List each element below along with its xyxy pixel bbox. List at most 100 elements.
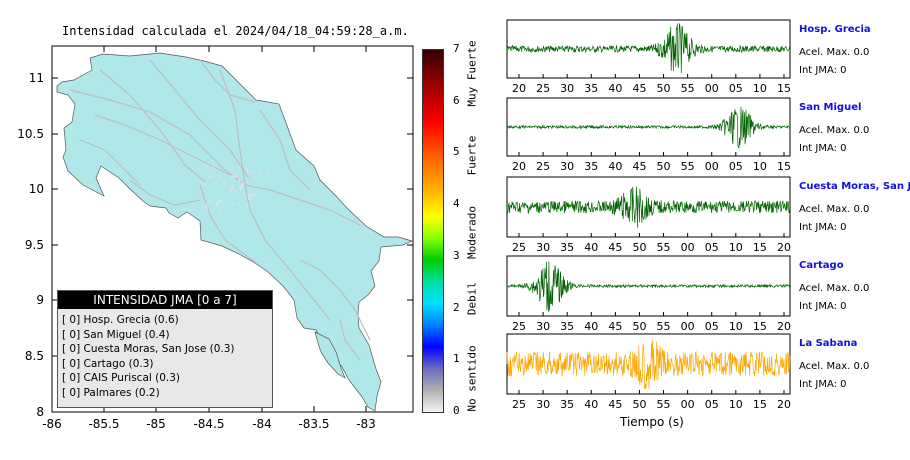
seismogram-tick-label: 45 xyxy=(608,398,622,411)
seismogram-trace xyxy=(506,261,791,312)
seismogram-tick-label: 55 xyxy=(657,398,671,411)
seismogram-tick-label: 00 xyxy=(681,320,695,333)
seismogram-tick-label: 05 xyxy=(729,82,743,95)
colorbar-tick-label: 4 xyxy=(453,197,460,211)
seismogram-tick-label: 05 xyxy=(705,320,719,333)
colorbar-tick-label: 2 xyxy=(453,300,460,314)
seismogram-tick-label: 30 xyxy=(536,320,550,333)
station-int-jma: Int JMA: 0 xyxy=(799,65,847,76)
seismogram-tick-label: 55 xyxy=(681,82,695,95)
station-name: San Miguel xyxy=(799,102,862,113)
seismogram-tick-label: 00 xyxy=(705,160,719,173)
seismogram-tick-label: 15 xyxy=(753,320,767,333)
legend-items: [ 0] Hosp. Grecia (0.6) [ 0] San Miguel (… xyxy=(58,309,272,400)
seismogram-tick-label: 00 xyxy=(705,82,719,95)
seismogram-tick-label: 40 xyxy=(608,82,622,95)
seismogram-tick-label: 05 xyxy=(729,160,743,173)
seismogram-tick-label: 10 xyxy=(753,82,767,95)
seismogram-frame xyxy=(506,97,791,157)
station-name: Cuesta Moras, San Jose xyxy=(799,181,910,192)
map-axes: -86 -85.5 -85 -84.5 -84 -83.5 -83 11 10.5 10 9.5 9 8… xyxy=(17,46,413,431)
legend-item: [ 0] Cuesta Moras, San Jose (0.3) xyxy=(62,343,235,355)
map-x-tick-label: -85 xyxy=(146,417,166,431)
seismogram-tick-label: 55 xyxy=(681,160,695,173)
seismogram-tick-label: 25 xyxy=(536,82,550,95)
station-acel-max: Acel. Max. 0.0 xyxy=(799,47,870,58)
seismogram-tick-label: 50 xyxy=(632,241,646,254)
seismogram-tick-label: 35 xyxy=(584,82,598,95)
seismogram-tick-label: 10 xyxy=(729,320,743,333)
costa-rica-land xyxy=(56,52,414,412)
seismogram-tick-label: 15 xyxy=(753,398,767,411)
seismogram-tick-label: 50 xyxy=(632,398,646,411)
seismogram-tick-label: 45 xyxy=(632,160,646,173)
seismogram-tick-label: 45 xyxy=(608,241,622,254)
colorbar-tick-label: 3 xyxy=(453,248,460,262)
map-x-tick-label: -85.5 xyxy=(88,417,119,431)
intensity-colorbar xyxy=(422,49,444,413)
seismogram-tick-label: 55 xyxy=(657,241,671,254)
seismogram-tick-label: 40 xyxy=(608,160,622,173)
road-network xyxy=(69,59,371,361)
colorbar-tick-label: 7 xyxy=(453,42,460,55)
map-x-tick-label: -86 xyxy=(42,417,62,431)
colorbar-tick-label: 5 xyxy=(453,145,460,159)
seismogram-tick-label: 25 xyxy=(512,241,526,254)
station-int-jma: Int JMA: 0 xyxy=(799,379,847,390)
station-acel-max: Acel. Max. 0.0 xyxy=(799,204,870,215)
seismogram-tick-label: 40 xyxy=(584,320,598,333)
time-axis-label: Tiempo (s) xyxy=(620,415,684,429)
seismogram-tick-label: 30 xyxy=(560,82,574,95)
map-x-tick-label: -84.5 xyxy=(193,417,224,431)
map-x-tick-label: -83 xyxy=(356,417,376,431)
seismogram-tick-label: 20 xyxy=(512,160,526,173)
map-y-tick-label: 9.5 xyxy=(25,238,44,252)
map-x-tick-label: -83.5 xyxy=(298,417,329,431)
legend-item: [ 0] CAIS Puriscal (0.3) xyxy=(62,372,181,384)
legend-item: [ 0] Cartago (0.3) xyxy=(62,357,154,370)
seismogram-tick-label: 50 xyxy=(657,82,671,95)
map-y-tick-label: 8 xyxy=(36,405,44,419)
seismogram-tick-label: 15 xyxy=(777,82,791,95)
seismogram-trace xyxy=(506,340,791,390)
map-y-tick-label: 11 xyxy=(29,71,44,85)
intensity-legend: INTENSIDAD JMA [0 a 7] [ 0] Hosp. Grecia… xyxy=(57,290,273,408)
seismogram-tick-label: 25 xyxy=(512,398,526,411)
legend-item: [ 0] Hosp. Grecia (0.6) xyxy=(62,314,179,326)
seismogram-tick-label: 25 xyxy=(512,320,526,333)
seismogram-tick-label: 05 xyxy=(705,398,719,411)
seismogram-tick-label: 10 xyxy=(729,241,743,254)
legend-item: [ 0] San Miguel (0.4) xyxy=(62,328,170,341)
seismogram-tick-label: 40 xyxy=(584,241,598,254)
seismogram-tick-label: 30 xyxy=(536,241,550,254)
station-acel-max: Acel. Max. 0.0 xyxy=(799,125,870,136)
seismogram-tick-label: 20 xyxy=(777,241,791,254)
seismogram-tick-label: 45 xyxy=(608,320,622,333)
seismogram-tick-label: 00 xyxy=(681,398,695,411)
colorbar-tick-label: 0 xyxy=(453,404,460,417)
seismogram-tick-label: 15 xyxy=(753,241,767,254)
seismogram-tick-label: 00 xyxy=(681,241,695,254)
seismogram-tick-label: 35 xyxy=(560,398,574,411)
seismogram-tick-label: 50 xyxy=(657,160,671,173)
seismogram-trace xyxy=(506,186,791,228)
station-name: Hosp. Grecia xyxy=(799,24,871,35)
seismogram-tick-label: 20 xyxy=(777,398,791,411)
station-acel-max: Acel. Max. 0.0 xyxy=(799,283,870,294)
colorbar-tick-label: 1 xyxy=(453,352,460,366)
seismogram-tick-label: 35 xyxy=(560,320,574,333)
station-name: La Sabana xyxy=(799,338,858,349)
seismogram-tick-label: 35 xyxy=(560,241,574,254)
seismogram-tick-label: 30 xyxy=(560,160,574,173)
seismogram-tick-label: 35 xyxy=(584,160,598,173)
seismogram-tick-label: 55 xyxy=(657,320,671,333)
map-y-tick-label: 9 xyxy=(36,293,44,307)
map-x-tick-label: -84 xyxy=(252,417,272,431)
seismogram-tick-label: 40 xyxy=(584,398,598,411)
station-name: Cartago xyxy=(799,260,844,271)
map-y-tick-label: 8.5 xyxy=(25,349,44,363)
seismogram-tick-label: 45 xyxy=(632,82,646,95)
seismogram-tick-label: 05 xyxy=(705,241,719,254)
map-title: Intensidad calculada el 2024/04/18_04:59… xyxy=(62,24,409,38)
